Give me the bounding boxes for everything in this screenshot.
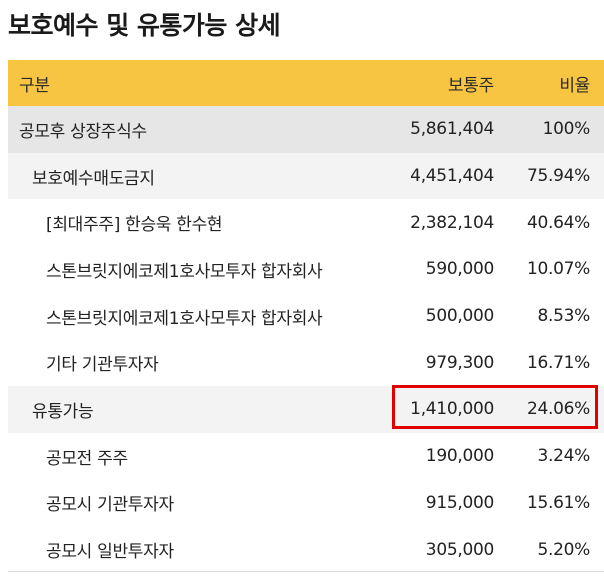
row-shares: 5,861,404 [410, 119, 494, 140]
table-row: 공모전 주주 190,000 3.24% [8, 433, 604, 480]
table-row: 공모시 일반투자자 305,000 5.20% [8, 526, 604, 573]
row-ratio: 16.71% [526, 352, 590, 373]
table-row: 스톤브릿지에코제1호사모투자 합자회사 590,000 10.07% [8, 246, 604, 293]
page-title: 보호예수 및 유통가능 상세 [8, 11, 281, 40]
row-ratio: 3.24% [537, 446, 590, 467]
highlight-box [392, 385, 598, 429]
lockup-table: 구분 보통주 비율 공모후 상장주식수 5,861,404 100% 보호예수매… [8, 60, 604, 573]
row-shares: 979,300 [425, 352, 495, 373]
row-label: 유통가능 [32, 401, 94, 422]
row-label: 기타 기관투자자 [46, 355, 159, 376]
row-label: 공모시 일반투자자 [46, 542, 174, 563]
table-row: 공모시 기관투자자 915,000 15.61% [8, 480, 604, 527]
row-label: 공모전 주주 [46, 448, 128, 469]
row-label: [최대주주] 한승욱 한수현 [46, 215, 223, 236]
header-ratio: 비율 [559, 75, 590, 96]
row-shares: 1,410,000 [410, 399, 494, 420]
row-shares: 190,000 [425, 446, 495, 467]
row-label: 스톤브릿지에코제1호사모투자 합자회사 [46, 308, 323, 329]
row-ratio: 5.20% [537, 539, 590, 560]
row-shares: 2,382,104 [410, 212, 494, 233]
row-ratio: 40.64% [526, 212, 590, 233]
row-ratio: 24.06% [526, 399, 590, 420]
table-bottom-divider [8, 571, 604, 572]
row-shares: 305,000 [425, 539, 495, 560]
row-shares: 590,000 [425, 259, 495, 280]
row-ratio: 75.94% [526, 166, 590, 187]
row-ratio: 8.53% [537, 306, 590, 327]
row-label: 스톤브릿지에코제1호사모투자 합자회사 [46, 261, 323, 282]
table-row: 보호예수매도금지 4,451,404 75.94% [8, 152, 604, 200]
header-label: 구분 [19, 75, 50, 96]
row-shares: 915,000 [425, 492, 495, 513]
table-row: 스톤브릿지에코제1호사모투자 합자회사 500,000 8.53% [8, 293, 604, 340]
header-shares: 보통주 [447, 75, 494, 96]
table-row: 유통가능 1,410,000 24.06% [8, 386, 604, 433]
row-ratio: 100% [542, 119, 591, 140]
row-label: 보호예수매도금지 [32, 168, 155, 189]
row-shares: 500,000 [425, 306, 495, 327]
row-ratio: 10.07% [526, 259, 590, 280]
row-label: 공모시 기관투자자 [46, 495, 174, 516]
table-header: 구분 보통주 비율 [8, 60, 604, 106]
table-row: [최대주주] 한승욱 한수현 2,382,104 40.64% [8, 199, 604, 246]
table-row: 기타 기관투자자 979,300 16.71% [8, 339, 604, 386]
row-label: 공모후 상장주식수 [19, 121, 147, 142]
row-shares: 4,451,404 [410, 166, 494, 187]
row-ratio: 15.61% [526, 492, 590, 513]
table-row: 공모후 상장주식수 5,861,404 100% [8, 106, 604, 153]
